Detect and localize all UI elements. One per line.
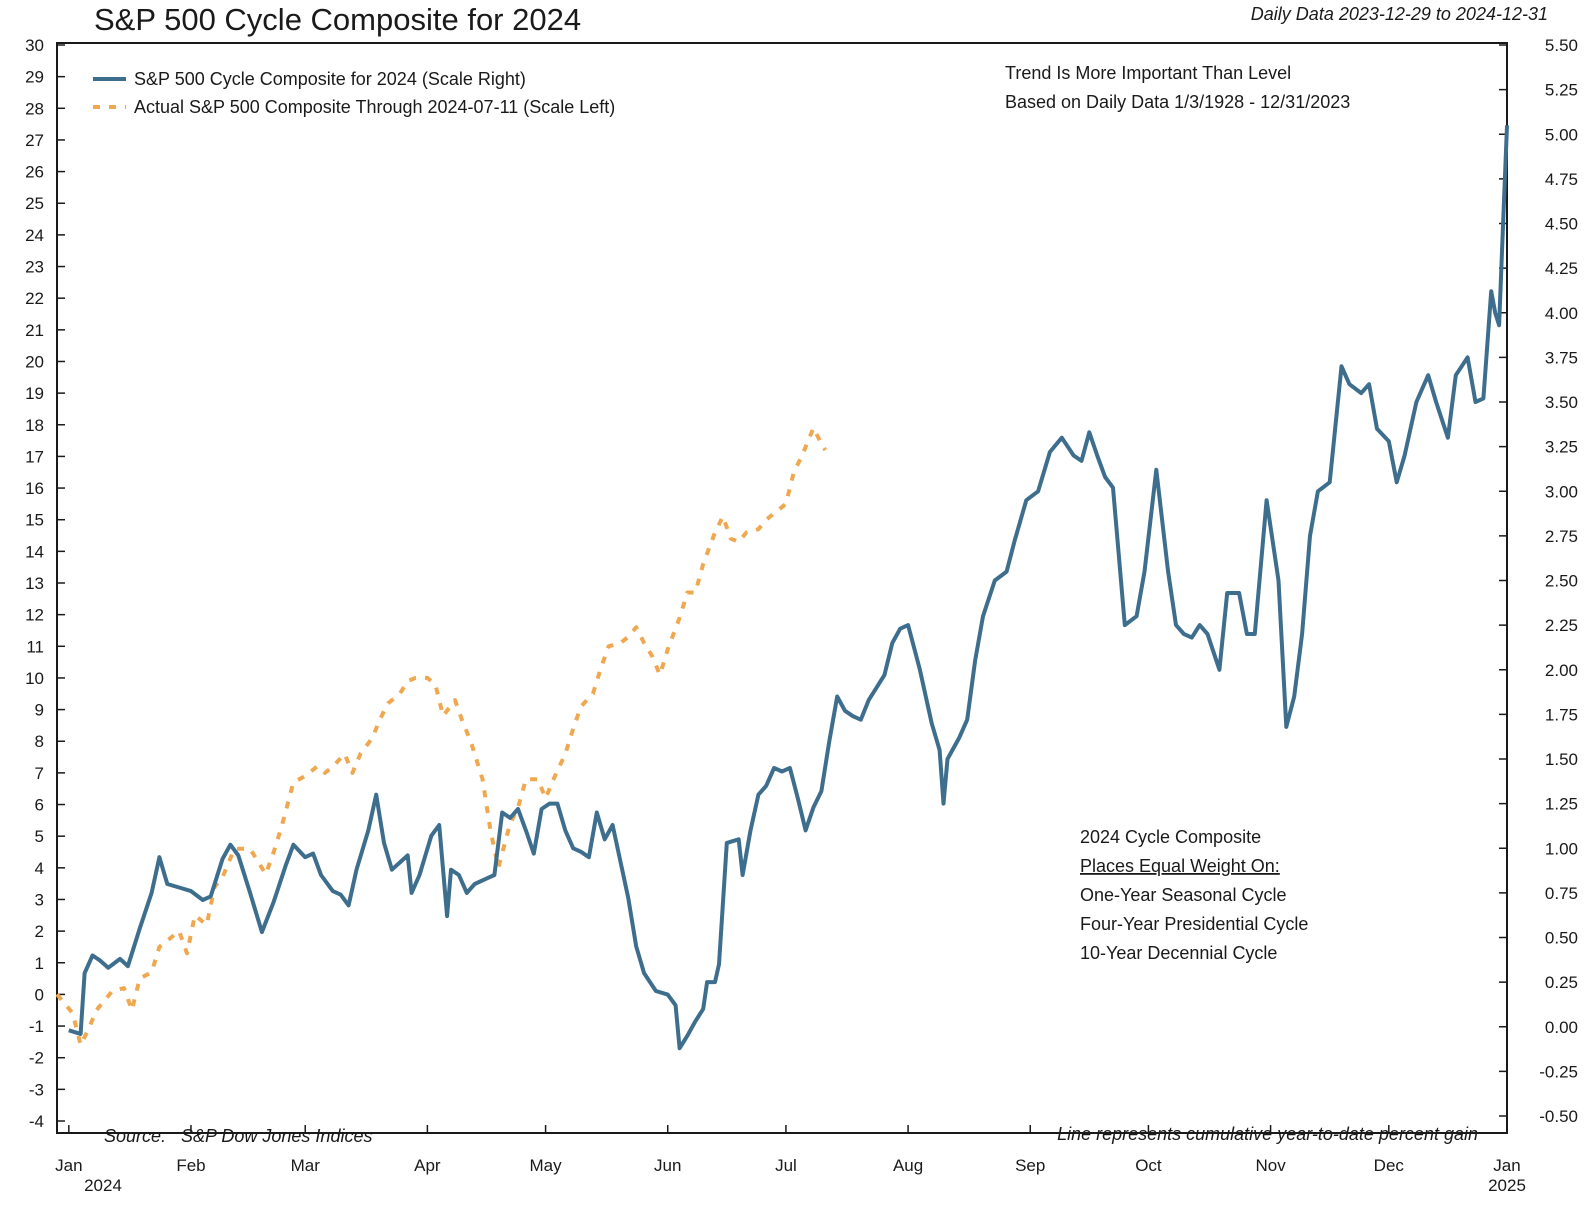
x-year-end: 2025 — [1488, 1176, 1526, 1195]
left-tick-label: 3 — [35, 890, 44, 909]
x-tick-label: Feb — [176, 1156, 205, 1175]
left-tick-label: 13 — [25, 574, 44, 593]
source-note: Source: S&P Dow Jones Indices — [104, 1126, 372, 1146]
left-tick-label: 5 — [35, 827, 44, 846]
x-tick-label: May — [530, 1156, 563, 1175]
left-tick-label: 20 — [25, 352, 44, 371]
left-axis: -4-3-2-101234567891011121314151617181920… — [25, 36, 65, 1131]
x-axis: Jan Feb Mar Apr May Jun Jul Aug Sep Oct Nov Dec Jan — [55, 1125, 1521, 1175]
right-tick-label: 4.50 — [1545, 215, 1578, 234]
left-tick-label: 12 — [25, 606, 44, 625]
x-tick-label: Jan — [1493, 1156, 1520, 1175]
right-tick-label: 0.25 — [1545, 973, 1578, 992]
cycle-box-item-decennial: 10-Year Decennial Cycle — [1080, 943, 1277, 963]
x-tick-label: Oct — [1135, 1156, 1162, 1175]
left-tick-label: 18 — [25, 416, 44, 435]
left-tick-label: 30 — [25, 36, 44, 55]
right-tick-label: 4.75 — [1545, 170, 1578, 189]
left-tick-label: 28 — [25, 99, 44, 118]
left-tick-label: 29 — [25, 68, 44, 87]
left-tick-label: 24 — [25, 226, 44, 245]
legend-entry-composite: S&P 500 Cycle Composite for 2024 (Scale … — [134, 69, 526, 89]
x-tick-label: Jun — [654, 1156, 681, 1175]
x-tick-label: Sep — [1015, 1156, 1045, 1175]
x-tick-label: Apr — [414, 1156, 441, 1175]
legend: S&P 500 Cycle Composite for 2024 (Scale … — [93, 69, 615, 117]
right-tick-label: 1.25 — [1545, 795, 1578, 814]
right-tick-label: 2.25 — [1545, 616, 1578, 635]
left-tick-label: 2 — [35, 922, 44, 941]
right-tick-label: 5.00 — [1545, 125, 1578, 144]
left-tick-label: 23 — [25, 258, 44, 277]
left-tick-label: 21 — [25, 321, 44, 340]
left-tick-label: 6 — [35, 796, 44, 815]
cycle-info-box: 2024 Cycle Composite Places Equal Weight… — [1080, 827, 1308, 963]
right-tick-label: 4.00 — [1545, 304, 1578, 323]
left-tick-label: 26 — [25, 163, 44, 182]
series-cycle-composite-line — [68, 125, 1509, 1051]
left-tick-label: -1 — [29, 1017, 44, 1036]
left-tick-label: 22 — [25, 289, 44, 308]
legend-entry-actual: Actual S&P 500 Composite Through 2024-07… — [134, 97, 615, 117]
right-tick-label: 0.00 — [1545, 1018, 1578, 1037]
right-tick-label: -0.25 — [1539, 1062, 1578, 1081]
x-tick-label: Aug — [893, 1156, 923, 1175]
left-tick-label: 0 — [35, 985, 44, 1004]
right-tick-label: 3.25 — [1545, 438, 1578, 457]
left-tick-label: -2 — [29, 1049, 44, 1068]
x-tick-label: Dec — [1374, 1156, 1405, 1175]
right-tick-label: 2.75 — [1545, 527, 1578, 546]
left-tick-label: 15 — [25, 511, 44, 530]
left-tick-label: 10 — [25, 669, 44, 688]
left-tick-label: 1 — [35, 954, 44, 973]
x-tick-label: Jan — [55, 1156, 82, 1175]
right-tick-label: 3.50 — [1545, 393, 1578, 412]
left-tick-label: 25 — [25, 194, 44, 213]
left-tick-label: 14 — [25, 542, 44, 561]
left-tick-label: -4 — [29, 1112, 44, 1131]
right-tick-label: 2.50 — [1545, 572, 1578, 591]
x-tick-label: Jul — [775, 1156, 797, 1175]
left-tick-label: 27 — [25, 131, 44, 150]
right-tick-label: 4.25 — [1545, 259, 1578, 278]
x-tick-label: Mar — [291, 1156, 321, 1175]
left-tick-label: 11 — [26, 637, 44, 656]
right-tick-label: 1.50 — [1545, 750, 1578, 769]
right-tick-label: 0.50 — [1545, 929, 1578, 948]
x-tick-label: Nov — [1255, 1156, 1286, 1175]
right-tick-label: 1.00 — [1545, 839, 1578, 858]
chart-title: S&P 500 Cycle Composite for 2024 — [94, 2, 581, 37]
plot-frame — [56, 42, 1508, 1134]
right-tick-label: 3.75 — [1545, 348, 1578, 367]
right-tick-label: 1.75 — [1545, 705, 1578, 724]
left-tick-label: 8 — [35, 732, 44, 751]
right-tick-label: -0.50 — [1539, 1107, 1578, 1126]
right-tick-label: 2.00 — [1545, 661, 1578, 680]
right-tick-label: 5.25 — [1545, 81, 1578, 100]
left-tick-label: 7 — [35, 764, 44, 783]
trend-note-line1: Trend Is More Important Than Level — [1005, 63, 1291, 83]
left-tick-label: 16 — [25, 479, 44, 498]
chart-subtitle: Daily Data 2023-12-29 to 2024-12-31 — [1251, 4, 1548, 24]
left-tick-label: -3 — [29, 1080, 44, 1099]
x-year-start: 2024 — [84, 1176, 122, 1195]
cycle-box-underlined: Places Equal Weight On: — [1080, 856, 1280, 876]
right-tick-label: 5.50 — [1545, 36, 1578, 55]
series-actual-sp500-line — [55, 425, 828, 1047]
cycle-box-item-seasonal: One-Year Seasonal Cycle — [1080, 885, 1286, 905]
right-tick-label: 3.00 — [1545, 482, 1578, 501]
left-tick-label: 19 — [25, 384, 44, 403]
cycle-box-item-presidential: Four-Year Presidential Cycle — [1080, 914, 1308, 934]
right-tick-label: 0.75 — [1545, 884, 1578, 903]
trend-note-line2: Based on Daily Data 1/3/1928 - 12/31/202… — [1005, 92, 1350, 112]
cycle-box-title: 2024 Cycle Composite — [1080, 827, 1261, 847]
left-tick-label: 4 — [35, 859, 44, 878]
left-tick-label: 9 — [35, 701, 44, 720]
left-tick-label: 17 — [25, 447, 44, 466]
footnote: Line represents cumulative year-to-date … — [1057, 1124, 1478, 1144]
